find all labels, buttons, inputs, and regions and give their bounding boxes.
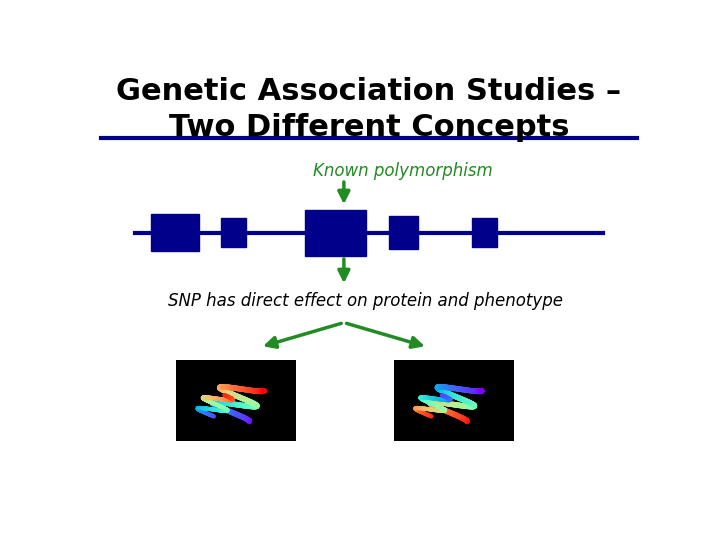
Text: SNP has direct effect on protein and phenotype: SNP has direct effect on protein and phe… — [168, 292, 563, 310]
Bar — [221, 218, 246, 247]
Bar — [389, 216, 418, 248]
Bar — [176, 360, 297, 441]
Text: Known polymorphism: Known polymorphism — [312, 162, 492, 180]
Bar — [472, 218, 497, 247]
Bar — [394, 360, 514, 441]
Bar — [305, 210, 366, 256]
Bar — [151, 214, 199, 251]
Text: Genetic Association Studies –
Two Different Concepts: Genetic Association Studies – Two Differ… — [117, 77, 621, 142]
